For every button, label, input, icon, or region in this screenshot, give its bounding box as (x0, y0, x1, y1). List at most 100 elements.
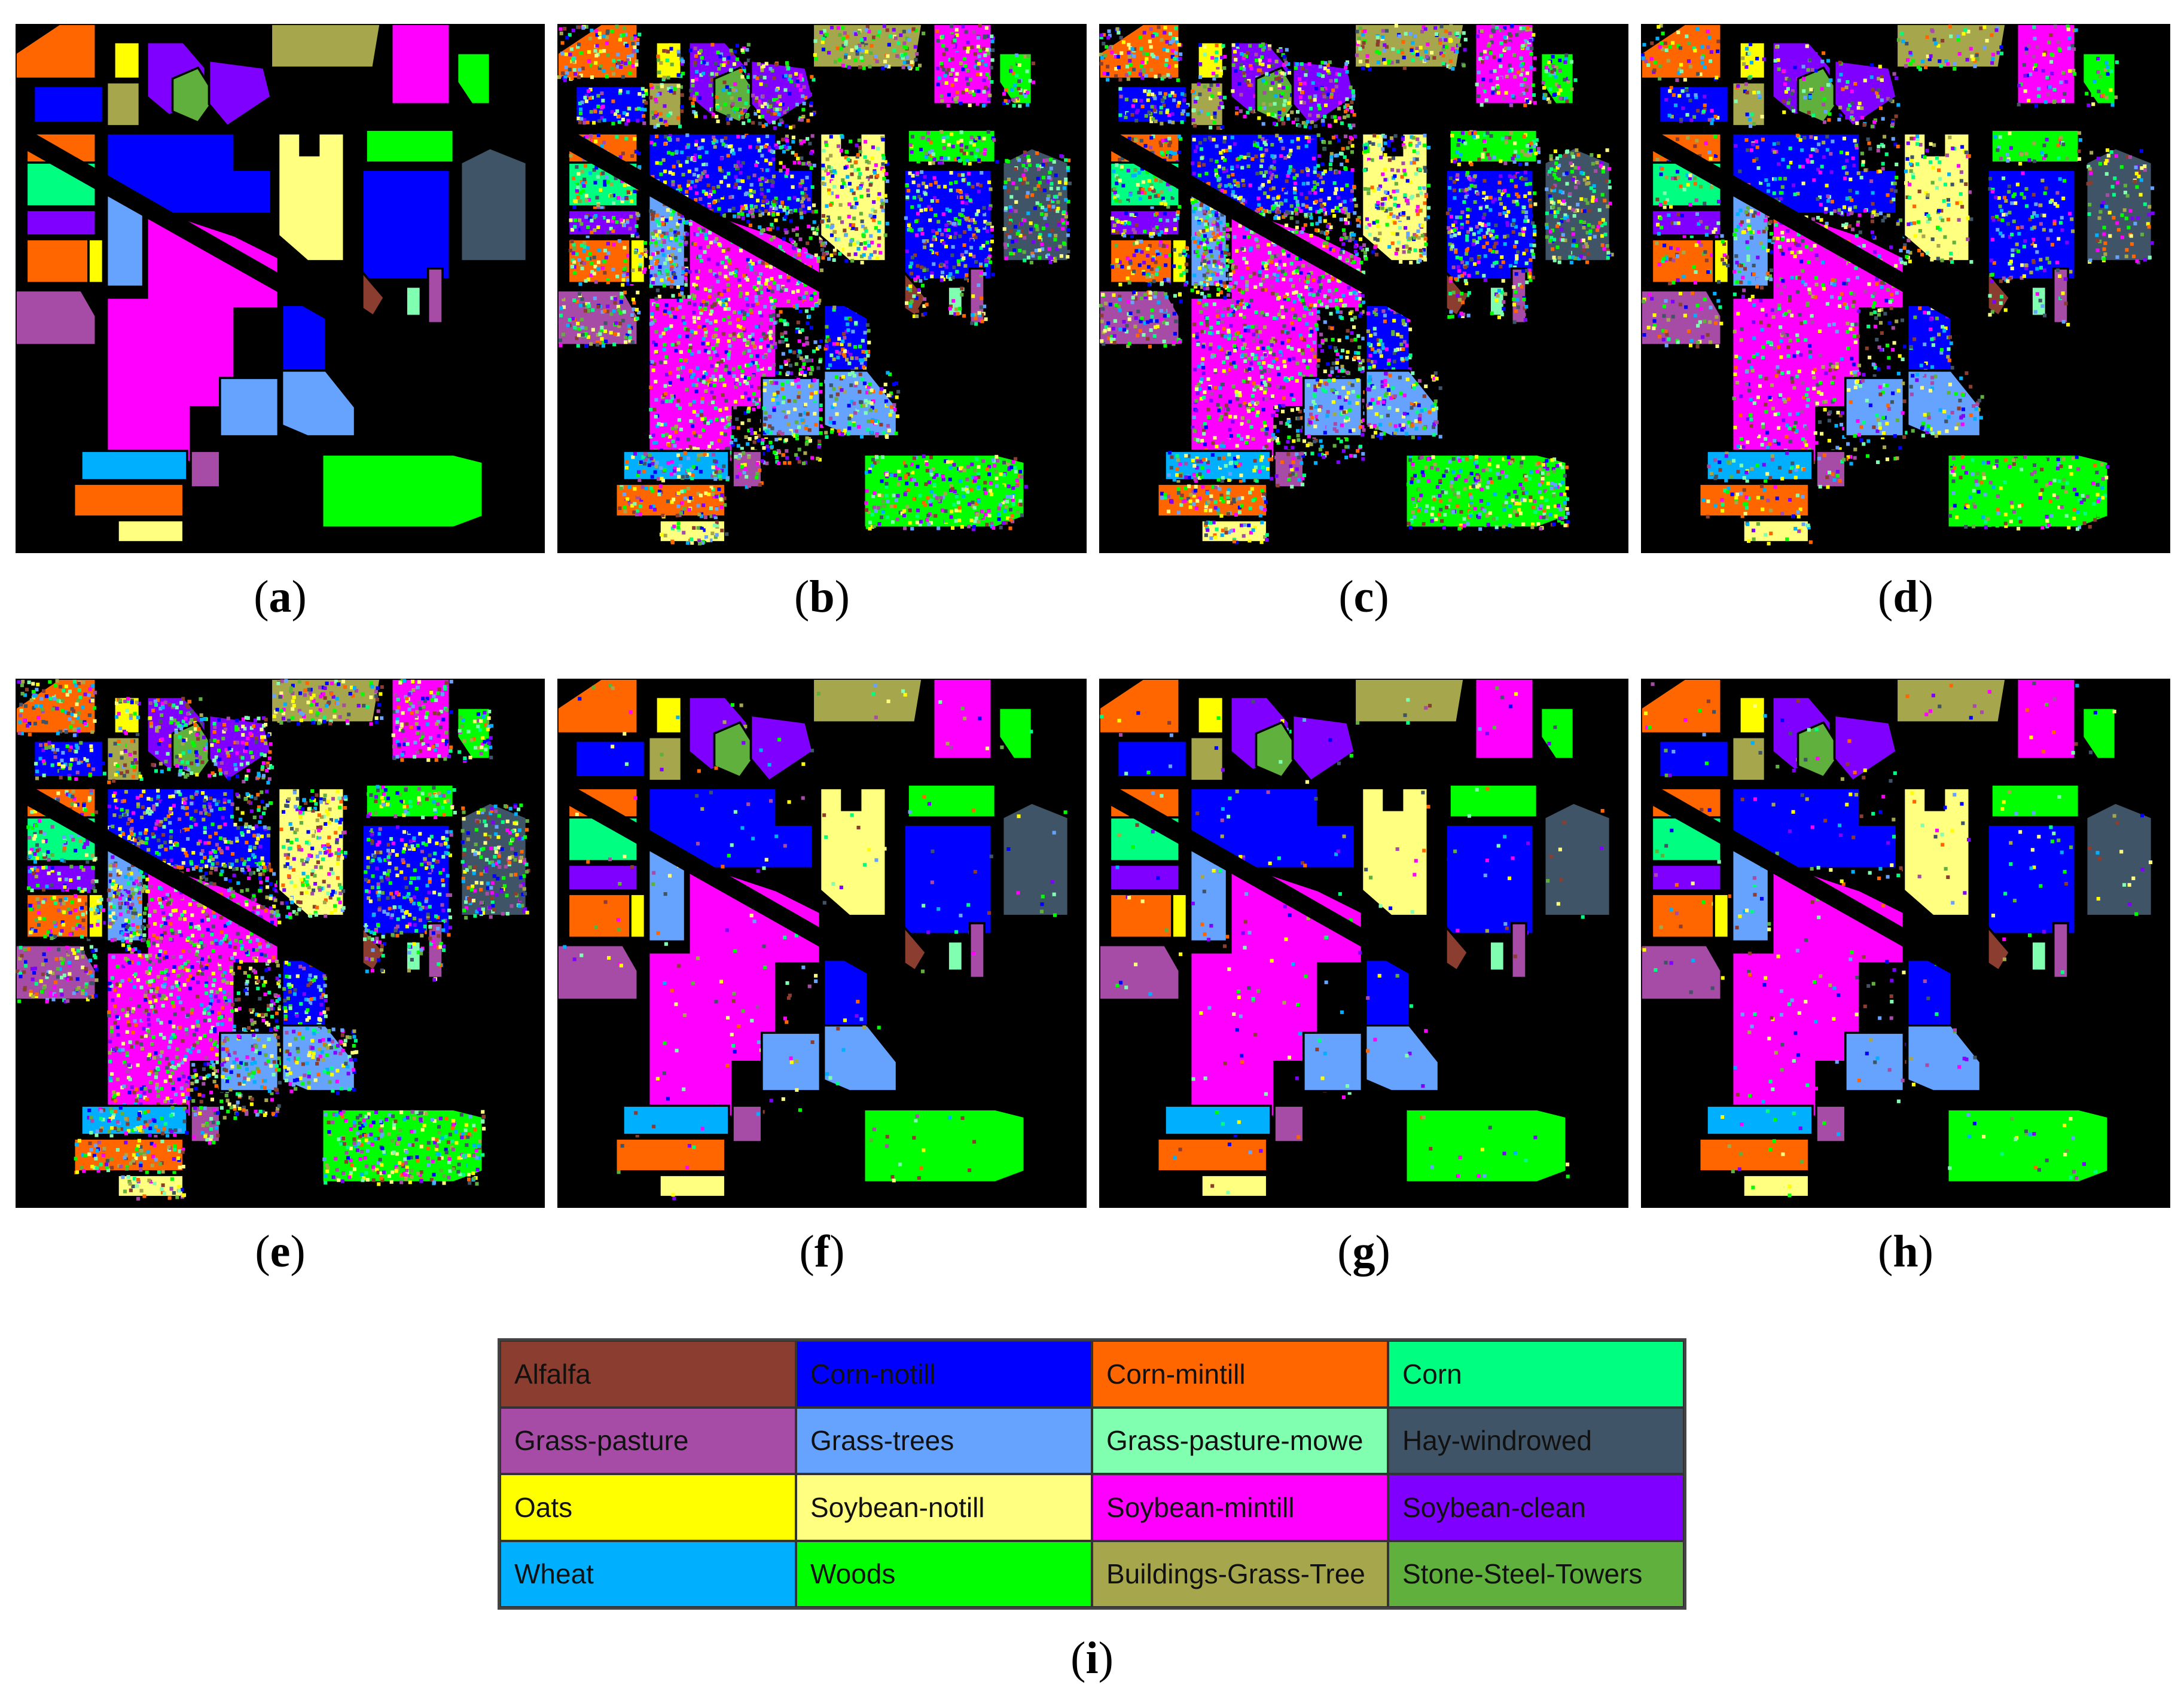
noise-pixel (739, 291, 743, 295)
noise-pixel (957, 263, 961, 267)
noise-pixel (765, 278, 769, 282)
noise-pixel (716, 279, 720, 283)
noise-pixel (1169, 41, 1173, 45)
noise-pixel (1049, 166, 1053, 170)
noise-pixel (764, 261, 768, 265)
noise-pixel (923, 207, 928, 212)
noise-pixel (562, 297, 566, 301)
noise-pixel (651, 216, 655, 221)
noise-pixel (602, 216, 606, 220)
noise-pixel (1004, 88, 1008, 92)
noise-pixel (1062, 221, 1066, 225)
noise-pixel (727, 267, 731, 271)
noise-pixel (734, 246, 739, 250)
noise-pixel (962, 243, 966, 247)
noise-pixel (890, 504, 894, 508)
noise-pixel (796, 321, 800, 325)
noise-pixel (731, 206, 736, 210)
noise-pixel (611, 201, 616, 205)
noise-pixel (612, 342, 617, 346)
noise-pixel (665, 257, 669, 261)
noise-pixel (647, 463, 651, 467)
noise-pixel (796, 157, 800, 161)
noise-pixel (945, 71, 949, 75)
noise-pixel (938, 207, 942, 212)
noise-pixel (1231, 43, 1236, 47)
noise-pixel (774, 196, 778, 200)
noise-pixel (649, 141, 654, 145)
noise-pixel (796, 378, 800, 382)
noise-pixel (959, 102, 963, 106)
noise-pixel (809, 395, 813, 399)
noise-pixel (799, 211, 803, 215)
noise-pixel (613, 332, 618, 336)
noise-pixel (1062, 210, 1066, 214)
noise-pixel (1215, 74, 1219, 78)
noise-pixel (1260, 71, 1264, 75)
noise-pixel (669, 399, 673, 404)
noise-pixel (821, 36, 825, 41)
noise-pixel (983, 35, 987, 39)
noise-pixel (795, 329, 799, 333)
noise-pixel (578, 292, 582, 296)
noise-pixel (915, 51, 919, 56)
noise-pixel (822, 29, 826, 33)
noise-pixel (650, 86, 654, 90)
noise-pixel (654, 244, 658, 248)
noise-pixel (987, 76, 992, 80)
noise-pixel (722, 213, 726, 218)
noise-pixel (875, 59, 879, 63)
noise-pixel (904, 464, 908, 468)
noise-pixel (1018, 248, 1022, 253)
noise-pixel (657, 326, 661, 330)
noise-pixel (925, 303, 929, 307)
noise-pixel (956, 512, 960, 516)
noise-pixel (770, 222, 774, 227)
noise-pixel (635, 495, 639, 499)
noise-pixel (680, 377, 684, 381)
noise-pixel (960, 292, 964, 297)
noise-pixel (690, 424, 694, 428)
noise-pixel (855, 51, 859, 56)
noise-pixel (758, 272, 763, 276)
noise-pixel (757, 291, 761, 295)
noise-pixel (701, 341, 705, 346)
noise-pixel (973, 479, 977, 483)
noise-pixel (1325, 96, 1329, 100)
noise-pixel (974, 260, 978, 264)
noise-pixel (709, 377, 713, 381)
noise-pixel (929, 140, 934, 144)
noise-pixel (1049, 187, 1053, 191)
noise-pixel (592, 168, 596, 172)
noise-pixel (937, 473, 941, 478)
noise-pixel (841, 44, 846, 48)
noise-pixel (1345, 69, 1349, 74)
noise-pixel (908, 521, 912, 525)
noise-pixel (715, 495, 719, 499)
noise-pixel (1039, 242, 1044, 246)
noise-pixel (768, 161, 773, 166)
noise-pixel (751, 332, 755, 337)
noise-pixel (753, 431, 757, 435)
noise-pixel (626, 282, 630, 286)
noise-pixel (591, 121, 596, 125)
noise-pixel (859, 194, 864, 199)
noise-pixel (1334, 84, 1338, 89)
noise-pixel (597, 66, 602, 70)
noise-pixel (691, 372, 696, 376)
noise-pixel (1257, 116, 1261, 120)
noise-pixel (884, 64, 888, 68)
noise-pixel (871, 145, 875, 149)
noise-pixel (1017, 63, 1021, 68)
noise-pixel (864, 227, 868, 231)
noise-pixel (697, 96, 702, 100)
noise-pixel (603, 309, 607, 313)
noise-pixel (1197, 82, 1201, 86)
noise-pixel (985, 467, 990, 471)
noise-pixel (930, 149, 934, 153)
noise-pixel (776, 212, 780, 216)
noise-pixel (719, 157, 724, 161)
noise-pixel (697, 512, 701, 517)
noise-pixel (776, 313, 780, 318)
noise-pixel (635, 307, 639, 312)
